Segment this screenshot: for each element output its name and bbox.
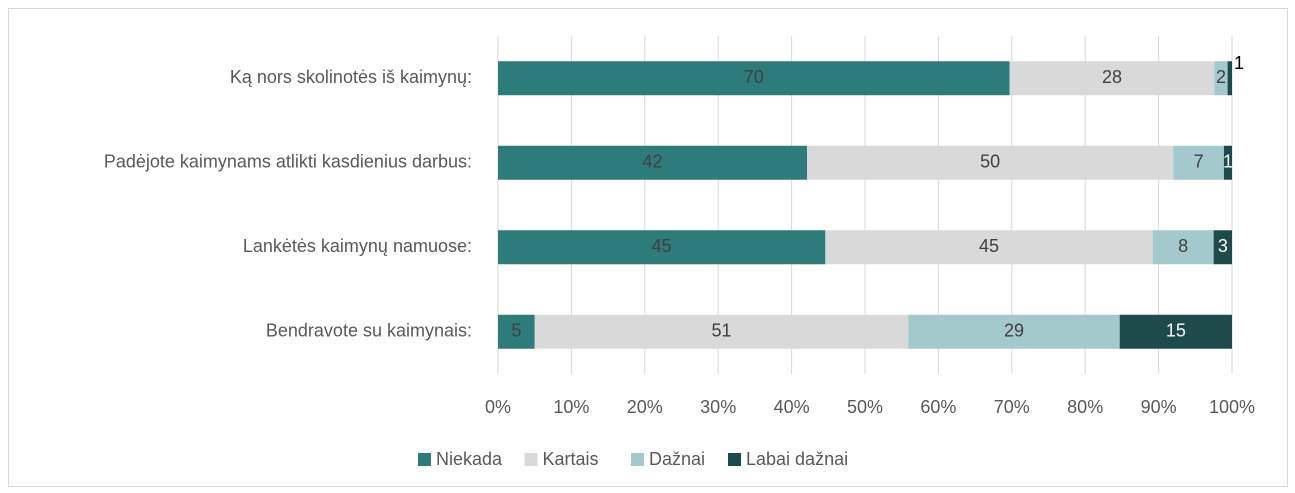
- data-label: 51: [711, 321, 731, 341]
- x-tick-label: 60%: [920, 397, 956, 417]
- data-label: 29: [1004, 321, 1024, 341]
- x-tick-label: 30%: [700, 397, 736, 417]
- bar-segment: [534, 314, 909, 349]
- bar-segment: [1214, 61, 1228, 96]
- data-label: 1: [1223, 152, 1233, 172]
- category-label: Lankėtės kaimynų namuose:: [243, 236, 472, 256]
- bar-segment: [498, 230, 826, 265]
- data-label: 1: [1234, 53, 1244, 73]
- x-tick-label: 70%: [994, 397, 1030, 417]
- legend-label: Kartais: [543, 449, 599, 469]
- data-label: 42: [642, 152, 662, 172]
- legend-swatch: [728, 453, 741, 466]
- bar-segment: [825, 230, 1153, 265]
- category-label: Padėjote kaimynams atlikti kasdienius da…: [104, 152, 472, 172]
- bar-segment: [498, 145, 808, 180]
- data-label: 50: [980, 152, 1000, 172]
- bar-segment: [807, 145, 1174, 180]
- x-tick-label: 40%: [774, 397, 810, 417]
- data-label: 70: [744, 67, 764, 87]
- x-tick-label: 80%: [1067, 397, 1103, 417]
- legend-label: Labai dažnai: [746, 449, 848, 469]
- legend-swatch: [631, 453, 644, 466]
- data-label: 28: [1102, 67, 1122, 87]
- legend-swatch: [418, 453, 431, 466]
- data-label: 2: [1216, 67, 1226, 87]
- bar-segment: [1227, 61, 1232, 96]
- category-label: Bendravote su kaimynais:: [266, 321, 472, 341]
- data-label: 3: [1218, 236, 1228, 256]
- data-label: 45: [652, 236, 672, 256]
- bar-segment: [908, 314, 1120, 349]
- bar-segment: [1173, 145, 1224, 180]
- data-label: 7: [1194, 152, 1204, 172]
- legend-label: Niekada: [436, 449, 503, 469]
- data-label: 45: [979, 236, 999, 256]
- x-tick-label: 20%: [627, 397, 663, 417]
- x-tick-label: 50%: [847, 397, 883, 417]
- x-tick-label: 10%: [553, 397, 589, 417]
- category-label: Ką nors skolinotės iš kaimynų:: [230, 67, 472, 87]
- x-tick-label: 100%: [1209, 397, 1255, 417]
- bar-segment: [1152, 230, 1214, 265]
- x-tick-label: 90%: [1141, 397, 1177, 417]
- data-label: 15: [1166, 321, 1186, 341]
- data-label: 5: [511, 321, 521, 341]
- bar-segment: [1213, 230, 1232, 265]
- legend-label: Dažnai: [649, 449, 705, 469]
- bar-segment: [1009, 61, 1215, 96]
- bar-segment: [498, 61, 1010, 96]
- bar-segment: [1119, 314, 1232, 349]
- bar-segment: [1223, 145, 1232, 180]
- x-tick-label: 0%: [485, 397, 511, 417]
- bar-segment: [498, 314, 535, 349]
- legend-swatch: [524, 453, 538, 466]
- data-label: 8: [1178, 236, 1188, 256]
